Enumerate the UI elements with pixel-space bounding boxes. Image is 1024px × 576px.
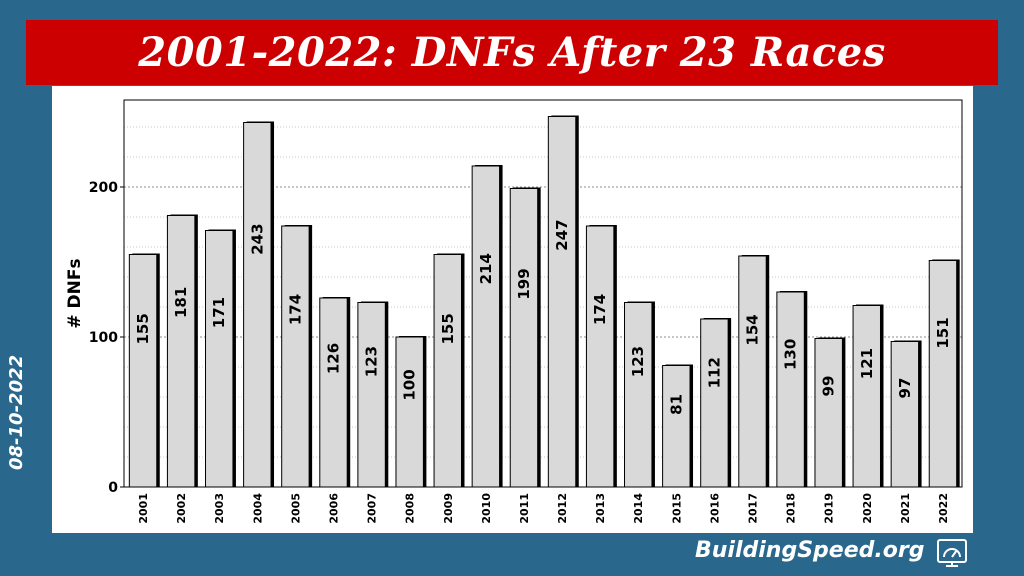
y-tick-label: 0 — [108, 480, 118, 496]
x-tick-label: 2006 — [328, 493, 341, 524]
bar-value-label: 97 — [896, 378, 914, 399]
x-tick-label: 2007 — [366, 493, 379, 524]
bar-chart: 0 100 200 # DNFs 155 2001 181 2002 171 2003 243 200… — [65, 99, 963, 524]
bar — [890, 341, 920, 488]
bar — [357, 302, 386, 488]
x-tick-label: 2011 — [518, 493, 531, 524]
bar — [814, 338, 843, 488]
x-tick-label: 2020 — [861, 493, 874, 524]
title-banner: 2001-2022: DNFs After 23 Races — [26, 20, 998, 85]
chart-panel: 0 100 200 # DNFs 155 2001 181 2002 171 2003 243 200… — [52, 86, 973, 533]
bar-value-label: 171 — [210, 297, 228, 328]
x-tick-label: 2004 — [251, 493, 264, 524]
bar-value-label: 247 — [553, 219, 571, 250]
bar-value-label: 181 — [172, 287, 190, 318]
y-axis-label: # DNFs — [65, 258, 85, 328]
bar — [776, 291, 805, 488]
x-tick-label: 2017 — [747, 493, 760, 524]
side-date: 08-10-2022 — [6, 354, 27, 470]
bar — [852, 305, 881, 488]
x-tick-label: 2003 — [213, 493, 226, 524]
bar-value-label: 199 — [515, 268, 533, 299]
bar — [509, 188, 539, 488]
x-tick-label: 2002 — [175, 493, 188, 524]
brand-label: BuildingSpeed.org — [695, 538, 925, 563]
chart-title: 2001-2022: DNFs After 23 Races — [138, 29, 886, 76]
x-tick-label: 2016 — [708, 493, 721, 524]
bar — [166, 215, 196, 488]
bar-value-label: 99 — [820, 376, 838, 397]
speedometer-screen-icon — [937, 539, 967, 567]
x-tick-label: 2001 — [137, 493, 150, 524]
x-tick-label: 2012 — [556, 493, 569, 524]
bar-value-label: 243 — [248, 223, 266, 254]
bar-value-label: 174 — [286, 294, 304, 325]
bar — [205, 230, 234, 488]
bar — [738, 255, 767, 488]
bar-value-label: 112 — [705, 357, 723, 388]
x-tick-label: 2018 — [785, 493, 798, 524]
bar — [700, 318, 729, 488]
x-tick-label: 2009 — [442, 493, 455, 524]
bar — [547, 116, 577, 488]
bar-value-label: 123 — [629, 346, 647, 377]
x-tick-label: 2022 — [937, 493, 950, 524]
bar — [585, 225, 615, 488]
bar-value-label: 130 — [782, 339, 800, 370]
y-tick-label: 100 — [89, 330, 118, 346]
bar-value-label: 155 — [439, 313, 457, 344]
x-tick-label: 2021 — [899, 493, 912, 524]
plot-frame — [123, 99, 963, 488]
x-tick-label: 2010 — [480, 493, 493, 524]
x-tick-label: 2015 — [670, 493, 683, 524]
bar-value-label: 155 — [134, 313, 152, 344]
bar-value-label: 123 — [363, 346, 381, 377]
bar — [928, 260, 958, 488]
bar — [128, 254, 158, 488]
bar — [471, 165, 501, 488]
bar-value-label: 121 — [858, 348, 876, 379]
bar — [243, 122, 272, 488]
bar-value-label: 214 — [477, 253, 495, 284]
bar-value-label: 174 — [591, 294, 609, 325]
x-tick-label: 2013 — [594, 493, 607, 524]
bar-value-label: 81 — [667, 394, 685, 415]
bar — [624, 302, 653, 488]
bar-value-label: 154 — [744, 314, 762, 345]
bar — [281, 225, 310, 488]
y-tick-label: 200 — [89, 180, 118, 196]
bar-value-label: 126 — [325, 343, 343, 374]
bar — [319, 297, 348, 488]
bar — [662, 365, 691, 488]
bar-value-label: 100 — [401, 369, 419, 400]
bar — [395, 336, 424, 488]
x-tick-label: 2019 — [823, 493, 836, 524]
bar — [433, 254, 462, 488]
x-tick-label: 2014 — [632, 493, 645, 524]
x-tick-label: 2005 — [289, 493, 302, 524]
bar-value-label: 151 — [934, 317, 952, 348]
x-tick-label: 2008 — [404, 493, 417, 524]
